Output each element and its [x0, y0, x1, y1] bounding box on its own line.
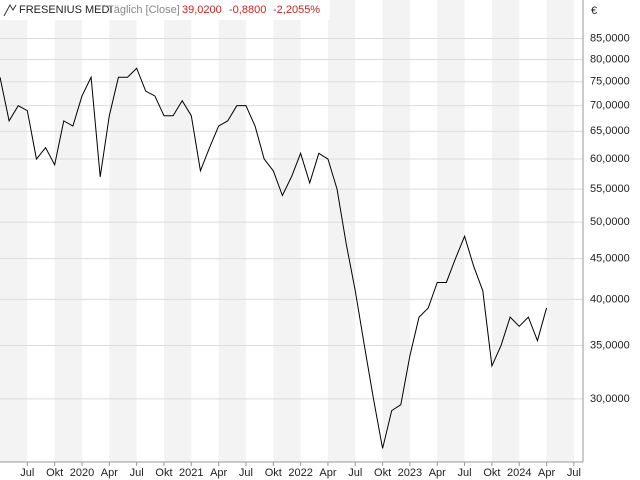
y-tick-label: 55,0000	[590, 183, 630, 195]
y-tick-label: 45,0000	[590, 252, 630, 264]
x-tick-label: 2020	[70, 467, 94, 479]
y-tick-label: 35,0000	[590, 339, 630, 351]
last-price: 39,0200	[182, 4, 222, 16]
x-tick-label: 2024	[507, 467, 531, 479]
x-tick-label: 2022	[288, 467, 312, 479]
band	[382, 0, 410, 462]
x-tick-label: Jul	[567, 467, 581, 479]
band	[163, 0, 192, 462]
x-tick-label: Okt	[265, 467, 282, 479]
bands	[0, 0, 574, 462]
x-tick-label: Okt	[374, 467, 391, 479]
band	[437, 0, 465, 462]
x-tick-label: Apr	[319, 467, 336, 479]
x-tick-label: Apr	[210, 467, 227, 479]
y-tick-label: 50,0000	[590, 216, 630, 228]
header-box	[0, 0, 330, 20]
y-tick-label: 75,0000	[590, 76, 630, 88]
x-tick-label: 2021	[179, 467, 203, 479]
grid	[0, 37, 583, 466]
y-unit: €	[591, 5, 597, 17]
band	[109, 0, 137, 462]
band	[54, 0, 82, 462]
y-tick-label: 30,0000	[590, 393, 630, 405]
x-tick-label: Okt	[483, 467, 500, 479]
band	[0, 0, 28, 462]
change-percent: -2,2055%	[273, 4, 320, 16]
band	[218, 0, 246, 462]
chart-icon	[3, 3, 17, 17]
plot	[0, 67, 548, 449]
x-tick-label: Okt	[155, 467, 172, 479]
y-tick-label: 65,0000	[590, 125, 630, 137]
y-tick-label: 70,0000	[590, 100, 630, 112]
x-tick-label: Jul	[20, 467, 34, 479]
price-line	[0, 67, 548, 449]
band	[273, 0, 301, 462]
x-tick-label: Jul	[458, 467, 472, 479]
x-tick-label: Jul	[239, 467, 253, 479]
chart-subtitle: Täglich [Close]	[107, 4, 180, 16]
x-tick-label: Apr	[101, 467, 118, 479]
x-tick-label: 2023	[398, 467, 422, 479]
x-tick-label: Apr	[429, 467, 446, 479]
y-tick-label: 80,0000	[590, 53, 630, 65]
x-tick-label: Jul	[130, 467, 144, 479]
band	[491, 0, 520, 462]
change: -0,8800	[229, 4, 266, 16]
y-tick-label: 40,0000	[590, 293, 630, 305]
x-tick-label: Jul	[348, 467, 362, 479]
band	[327, 0, 356, 462]
x-tick-label: Apr	[538, 467, 555, 479]
x-tick-label: Okt	[46, 467, 63, 479]
chart-title: FRESENIUS MEDI	[19, 4, 113, 16]
band	[546, 0, 574, 462]
y-tick-label: 60,0000	[590, 153, 630, 165]
y-tick-label: 85,0000	[590, 32, 630, 44]
